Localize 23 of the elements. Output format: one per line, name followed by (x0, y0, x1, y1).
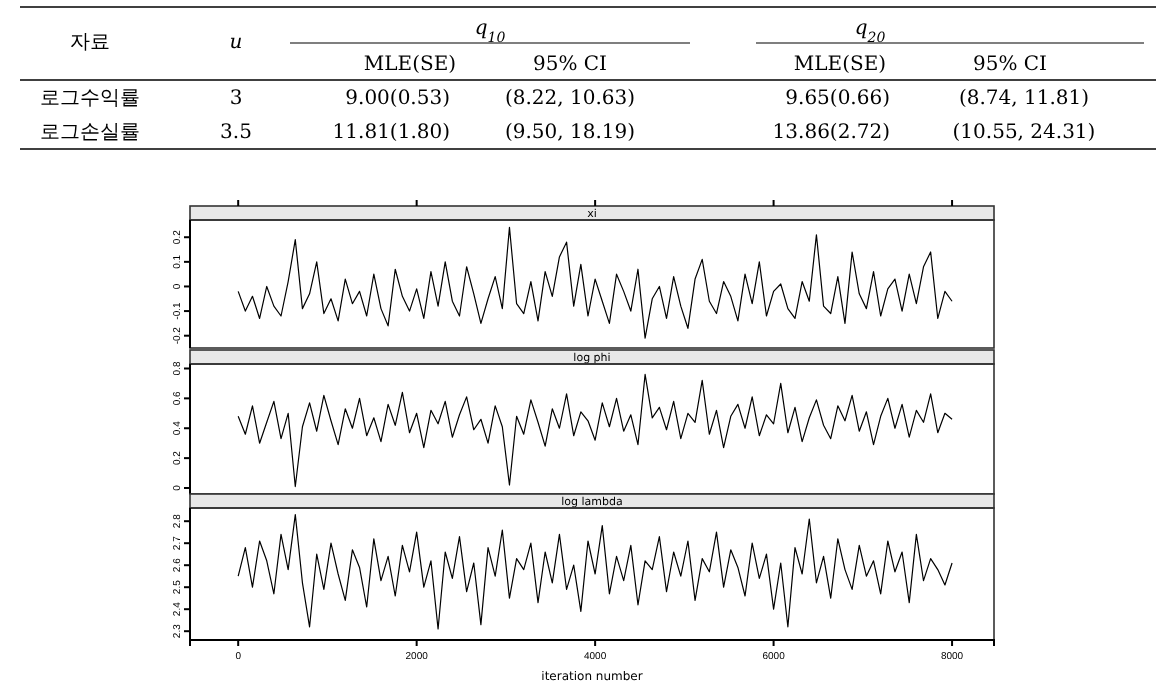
text: 로그손실률 (40, 122, 140, 144)
text: 95% CI (532, 54, 608, 76)
text: 9.65(0.66) (785, 88, 891, 110)
text: (8.22, 10.63) (504, 88, 636, 110)
text: (8.74, 11.81) (958, 88, 1090, 110)
text: (10.55, 24.31) (952, 122, 1096, 144)
text: 자료 (70, 32, 110, 54)
text: (9.50, 18.19) (504, 122, 636, 144)
text: MLE(SE) (793, 54, 887, 76)
line-series (237, 373, 953, 488)
text: 9.00(0.53) (345, 88, 451, 110)
text: 11.81(1.80) (332, 122, 451, 144)
text: q$_{20}$ (854, 18, 887, 46)
line-series (237, 514, 953, 630)
text: 로그수익률 (40, 88, 140, 110)
text: q$_{10}$ (474, 18, 507, 46)
text: MLE(SE) (363, 54, 457, 76)
text: u (229, 32, 243, 54)
text: 3.5 (220, 122, 252, 144)
line-series (237, 226, 953, 339)
text: 3 (229, 88, 243, 110)
text: 13.86(2.72) (772, 122, 891, 144)
text: 95% CI (972, 54, 1048, 76)
